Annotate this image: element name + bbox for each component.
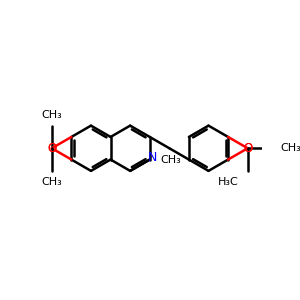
Text: O: O: [243, 142, 252, 155]
Text: O: O: [47, 142, 56, 155]
Text: O: O: [47, 142, 56, 155]
Text: CH₃: CH₃: [281, 143, 300, 153]
Text: O: O: [243, 142, 252, 155]
Text: CH₃: CH₃: [41, 110, 62, 120]
Text: N: N: [148, 151, 157, 164]
Text: H₃C: H₃C: [218, 177, 239, 187]
Text: CH₃: CH₃: [160, 154, 181, 165]
Text: CH₃: CH₃: [41, 177, 62, 187]
